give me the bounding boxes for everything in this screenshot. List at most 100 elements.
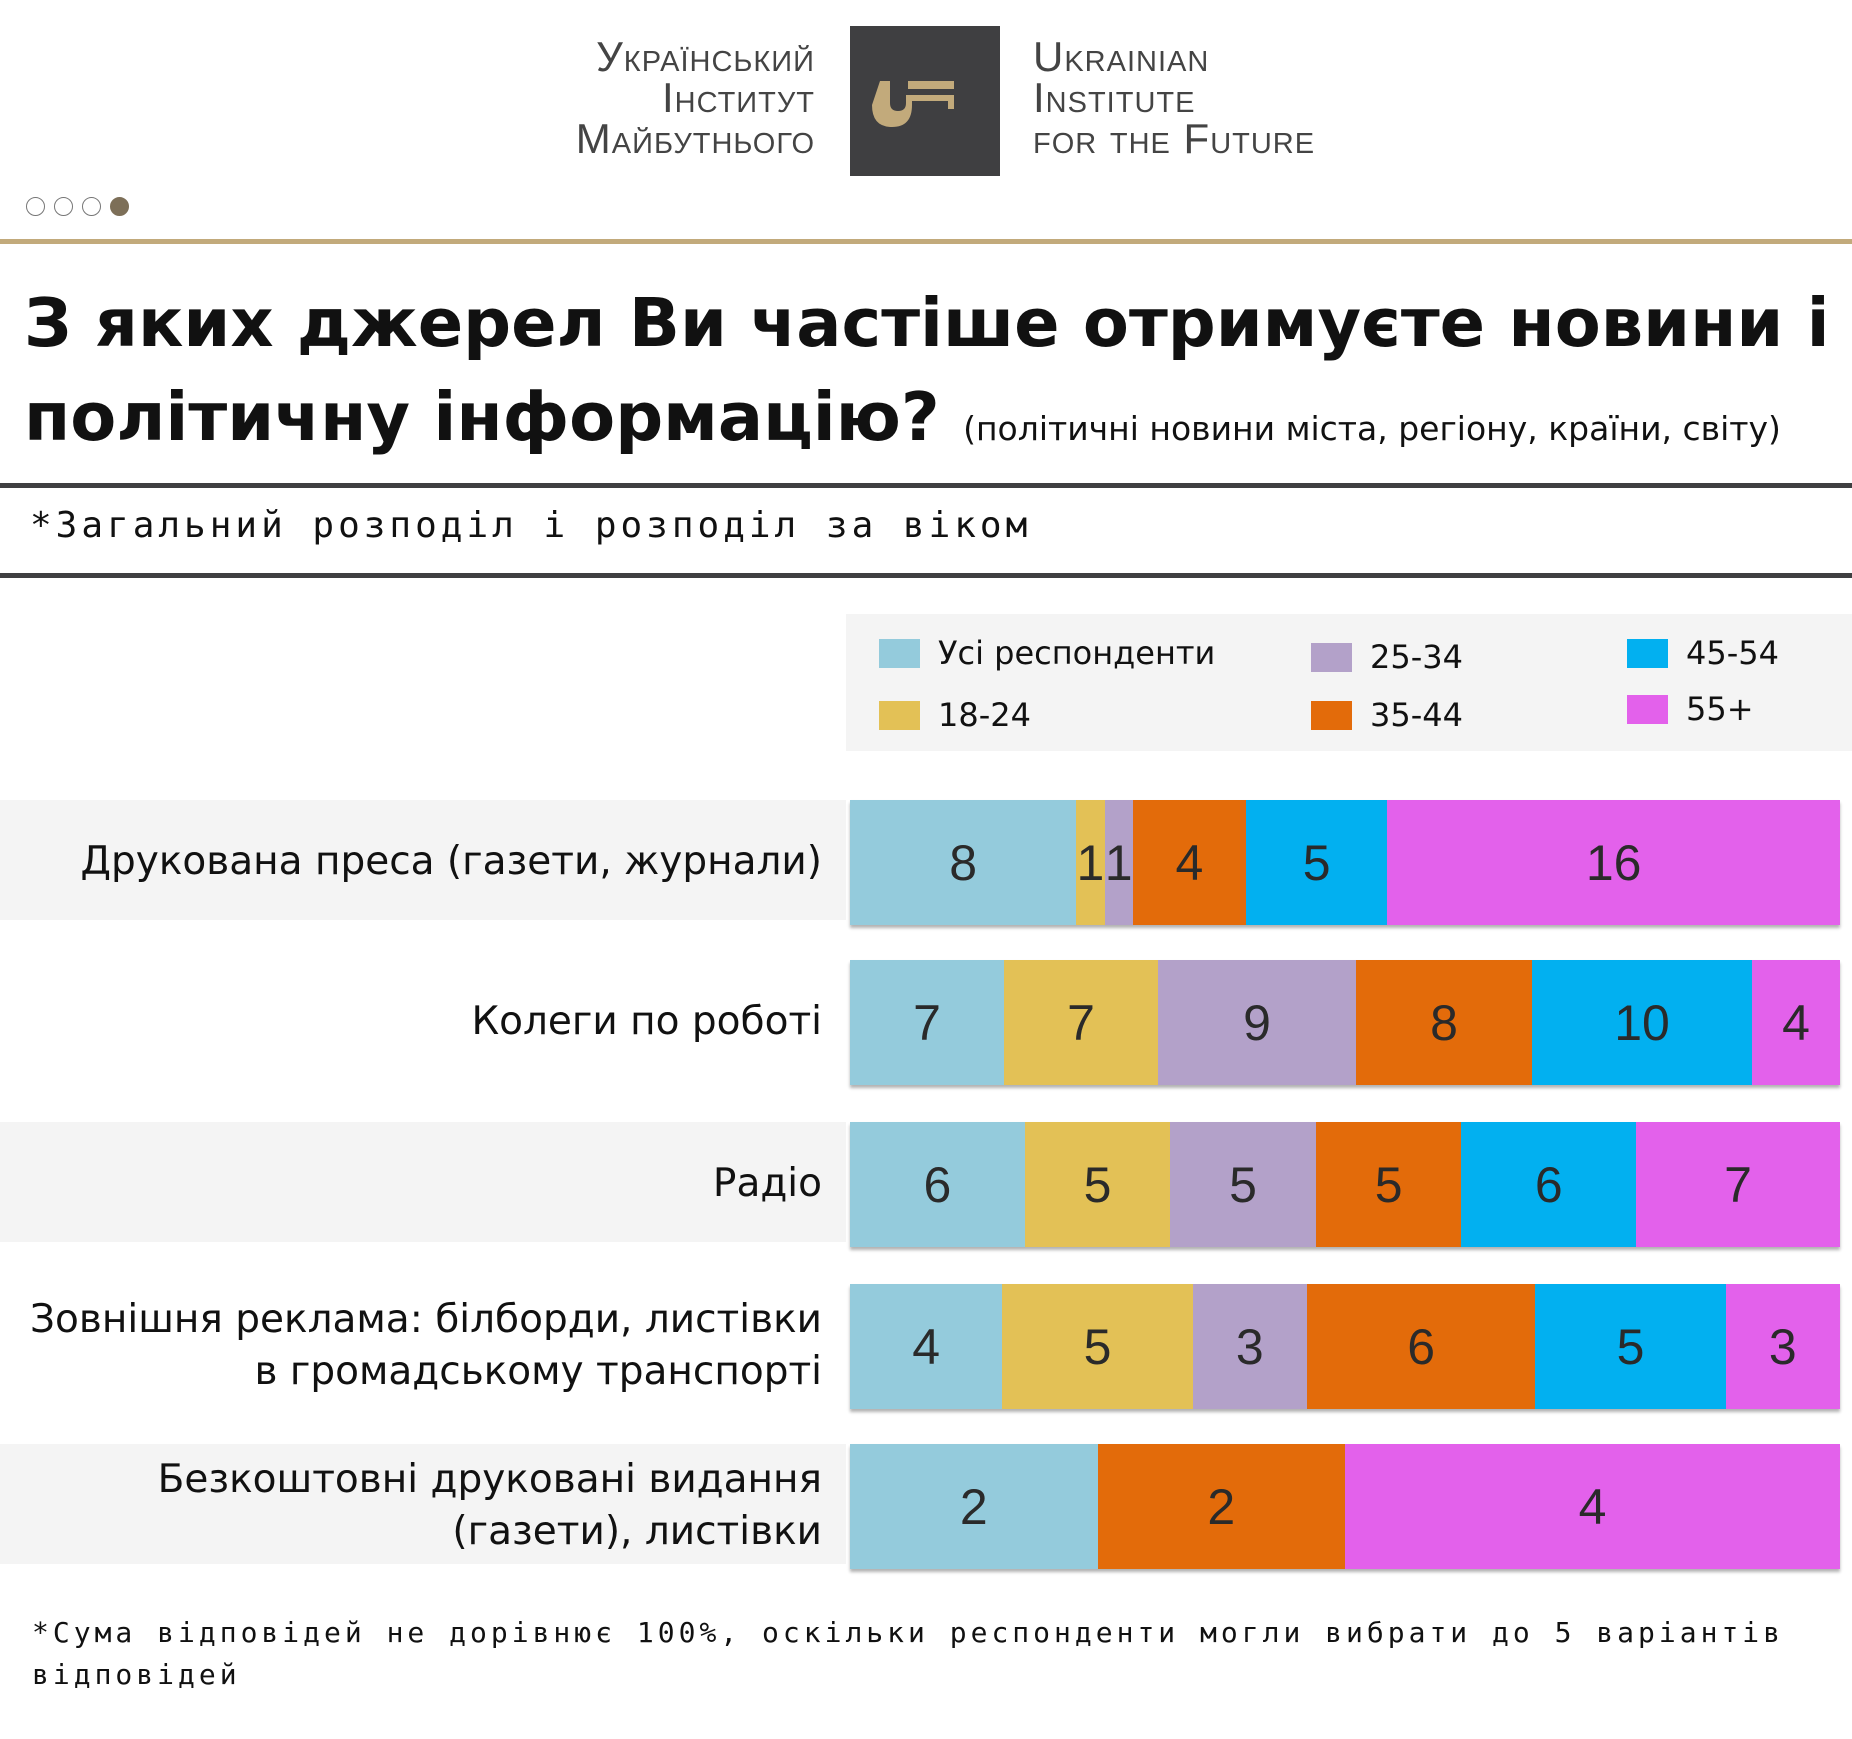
row-background bbox=[0, 800, 846, 920]
bar-segment: 7 bbox=[850, 960, 1004, 1085]
title-note: (політичні новини міста, регіону, країни… bbox=[963, 409, 1781, 448]
bar-segment: 5 bbox=[1535, 1284, 1726, 1409]
divider bbox=[0, 573, 1852, 578]
logo-en-line: Ukrainian bbox=[1033, 33, 1210, 80]
bar-segment: 6 bbox=[1306, 1284, 1536, 1409]
category-label: Зовнішня реклама: білборди, листівки в гр… bbox=[30, 1294, 822, 1398]
category-label-line: (газети), листівки bbox=[452, 1509, 822, 1554]
data-label: 2 bbox=[959, 1478, 988, 1535]
data-label: 7 bbox=[1067, 994, 1095, 1051]
legend-swatch bbox=[1627, 694, 1668, 724]
pagination-dots bbox=[26, 197, 129, 216]
subtitle: *Загальний розподіл і розподіл за віком bbox=[30, 505, 1032, 546]
legend-swatch bbox=[879, 638, 920, 668]
data-label: 8 bbox=[1430, 994, 1458, 1051]
data-label: 8 bbox=[949, 834, 978, 891]
logo-en-line: Institute bbox=[1033, 74, 1196, 121]
legend-label: Усі респонденти bbox=[938, 634, 1216, 672]
data-label: 10 bbox=[1614, 994, 1670, 1051]
logo-en-line: for the Future bbox=[1033, 115, 1316, 162]
data-label: 5 bbox=[1083, 1156, 1112, 1213]
bar-segment: 5 bbox=[1170, 1122, 1316, 1247]
category-label-line: Зовнішня реклама: білборди, листівки bbox=[30, 1297, 822, 1342]
category-label-line: Колеги по роботі bbox=[471, 999, 822, 1044]
data-label: 5 bbox=[1083, 1318, 1112, 1375]
legend-label: 18-24 bbox=[938, 696, 1031, 734]
bar-segment: 10 bbox=[1532, 960, 1752, 1085]
page-dot[interactable] bbox=[26, 197, 45, 216]
bar-segment: 6 bbox=[850, 1122, 1025, 1247]
legend-label: 45-54 bbox=[1686, 634, 1779, 672]
logo-ua-line: Український bbox=[596, 33, 815, 80]
logo-text-ua: Український Інститут Майбутнього bbox=[575, 33, 815, 162]
bar-segment: 3 bbox=[1192, 1284, 1307, 1409]
bar-segment: 8 bbox=[850, 800, 1077, 925]
stacked-bar: 8 1 1 4 5 16 bbox=[850, 800, 1840, 925]
category-label-line: в громадському транспорті bbox=[254, 1349, 823, 1394]
bar-segment: 7 bbox=[1004, 960, 1158, 1085]
stacked-bar: 4 5 3 6 5 3 bbox=[850, 1284, 1840, 1409]
divider bbox=[0, 483, 1852, 488]
bar-segment: 2 bbox=[1097, 1444, 1345, 1569]
page-dot-active[interactable] bbox=[110, 197, 129, 216]
bar-segment: 8 bbox=[1356, 960, 1532, 1085]
data-label: 16 bbox=[1585, 834, 1642, 891]
bar-segment: 5 bbox=[1024, 1122, 1171, 1247]
logo-ua-line: Інститут bbox=[661, 74, 815, 121]
logo-ua-line: Майбутнього bbox=[575, 115, 815, 162]
data-label: 7 bbox=[913, 994, 941, 1051]
bar-segment: 4 bbox=[850, 1284, 1003, 1409]
category-label: Безкоштовні друковані видання (газети), л… bbox=[158, 1454, 822, 1558]
legend-swatch bbox=[1311, 700, 1352, 730]
bar-segment: 1 bbox=[1104, 800, 1133, 925]
page-dot[interactable] bbox=[82, 197, 101, 216]
category-label-line: Безкоштовні друковані видання bbox=[157, 1457, 822, 1502]
page-dot[interactable] bbox=[54, 197, 73, 216]
legend-item: 35-44 bbox=[1311, 696, 1463, 734]
legend-label: 35-44 bbox=[1370, 696, 1463, 734]
bar-segment: 5 bbox=[1002, 1284, 1193, 1409]
legend-item: 18-24 bbox=[879, 696, 1031, 734]
divider bbox=[0, 239, 1852, 244]
category-label: Друкована преса (газети, журнали) bbox=[81, 836, 822, 888]
legend: Усі респонденти 18-24 25-34 35-44 45-54 55+ bbox=[846, 614, 1852, 751]
data-label: 3 bbox=[1235, 1318, 1264, 1375]
category-label: Колеги по роботі bbox=[471, 996, 822, 1048]
data-label: 9 bbox=[1243, 994, 1271, 1051]
legend-item: 45-54 bbox=[1627, 634, 1779, 672]
bar-segment: 4 bbox=[1752, 960, 1840, 1085]
logo-text-en: Ukrainian Institute for the Future bbox=[1033, 33, 1316, 162]
data-label: 7 bbox=[1724, 1156, 1752, 1213]
bar-segment: 16 bbox=[1387, 800, 1840, 925]
footnote: *Сума відповідей не дорівнює 100%, оскіл… bbox=[32, 1616, 1785, 1691]
legend-item: 25-34 bbox=[1311, 638, 1463, 676]
bar-segment: 4 bbox=[1132, 800, 1246, 925]
data-label: 6 bbox=[923, 1156, 952, 1213]
row-background bbox=[0, 1444, 846, 1564]
legend-swatch bbox=[1311, 642, 1352, 672]
data-label: 5 bbox=[1302, 834, 1331, 891]
data-label: 1 bbox=[1104, 834, 1133, 891]
bar-segment: 7 bbox=[1636, 1122, 1840, 1247]
bar-segment: 2 bbox=[850, 1444, 1098, 1569]
bar-segment: 5 bbox=[1315, 1122, 1462, 1247]
bar-segment: 9 bbox=[1158, 960, 1356, 1085]
category-label-line: Радіо bbox=[712, 1161, 822, 1206]
data-label: 4 bbox=[1175, 834, 1204, 891]
data-label: 4 bbox=[912, 1318, 941, 1375]
stacked-bar: 2 2 4 bbox=[850, 1444, 1840, 1569]
data-label: 3 bbox=[1768, 1318, 1797, 1375]
data-label: 1 bbox=[1076, 834, 1105, 891]
data-label: 4 bbox=[1782, 994, 1810, 1051]
data-label: 4 bbox=[1578, 1478, 1607, 1535]
title-main: З яких джерел Ви частіше отримуєте новин… bbox=[24, 284, 1830, 456]
data-label: 5 bbox=[1374, 1156, 1403, 1213]
bar-segment: 6 bbox=[1461, 1122, 1637, 1247]
legend-item: Усі респонденти bbox=[879, 634, 1215, 672]
legend-swatch bbox=[1627, 638, 1668, 668]
category-label-line: Друкована преса (газети, журнали) bbox=[80, 839, 822, 884]
bar-segment: 4 bbox=[1345, 1444, 1840, 1569]
data-label: 5 bbox=[1229, 1156, 1257, 1213]
data-label: 6 bbox=[1407, 1318, 1436, 1375]
legend-label: 25-34 bbox=[1370, 638, 1463, 676]
